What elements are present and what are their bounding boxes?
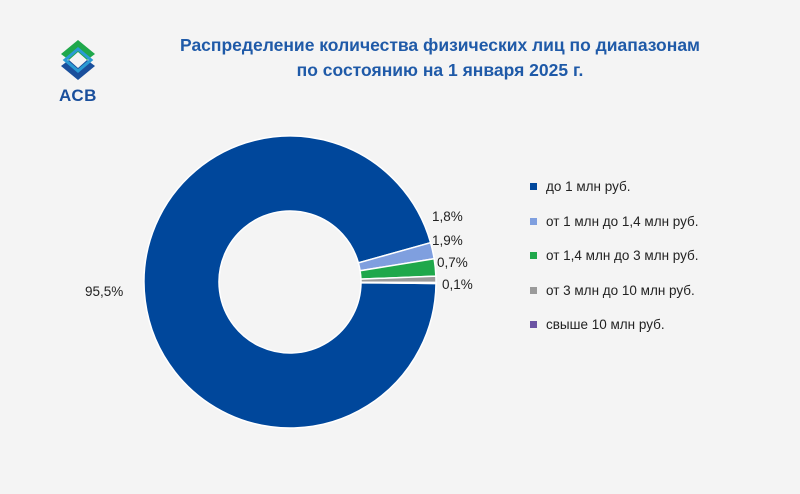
legend-item-1: до 1 млн руб. — [530, 178, 699, 195]
chart-title-line2: по состоянию на 1 января 2025 г. — [296, 60, 584, 80]
asv-logo-icon — [61, 40, 95, 80]
slice-1 — [143, 135, 437, 429]
legend-item-2: от 1 млн до 1,4 млн руб. — [530, 213, 699, 230]
legend-item-5: свыше 10 млн руб. — [530, 316, 699, 333]
legend-label: свыше 10 млн руб. — [546, 317, 665, 332]
legend-label: от 1,4 млн до 3 млн руб. — [546, 248, 699, 263]
chart-legend: до 1 млн руб. от 1 млн до 1,4 млн руб. от … — [530, 178, 699, 351]
data-label-5: 0,1% — [442, 277, 473, 292]
legend-swatch — [530, 252, 537, 259]
legend-item-4: от 3 млн до 10 млн руб. — [530, 282, 699, 299]
legend-label: от 3 млн до 10 млн руб. — [546, 282, 695, 298]
data-label-4: 0,7% — [437, 255, 468, 270]
logo-text: АСВ — [59, 86, 97, 105]
legend-swatch — [530, 321, 537, 328]
data-label-3: 1,9% — [432, 233, 463, 248]
chart-title: Распределение количества физических лиц … — [120, 33, 760, 83]
legend-swatch — [530, 286, 537, 294]
legend-label: от 1 млн до 1,4 млн руб. — [546, 213, 699, 229]
chart-title-line1: Распределение количества физических лиц … — [180, 35, 700, 55]
asv-logo: АСВ — [48, 38, 108, 106]
legend-item-3: от 1,4 млн до 3 млн руб. — [530, 247, 699, 264]
legend-swatch — [530, 183, 537, 190]
slice-5 — [360, 281, 437, 285]
legend-label: до 1 млн руб. — [546, 179, 631, 194]
legend-swatch — [530, 217, 537, 225]
data-label-1: 95,5% — [85, 284, 123, 299]
data-label-2: 1,8% — [432, 209, 463, 224]
